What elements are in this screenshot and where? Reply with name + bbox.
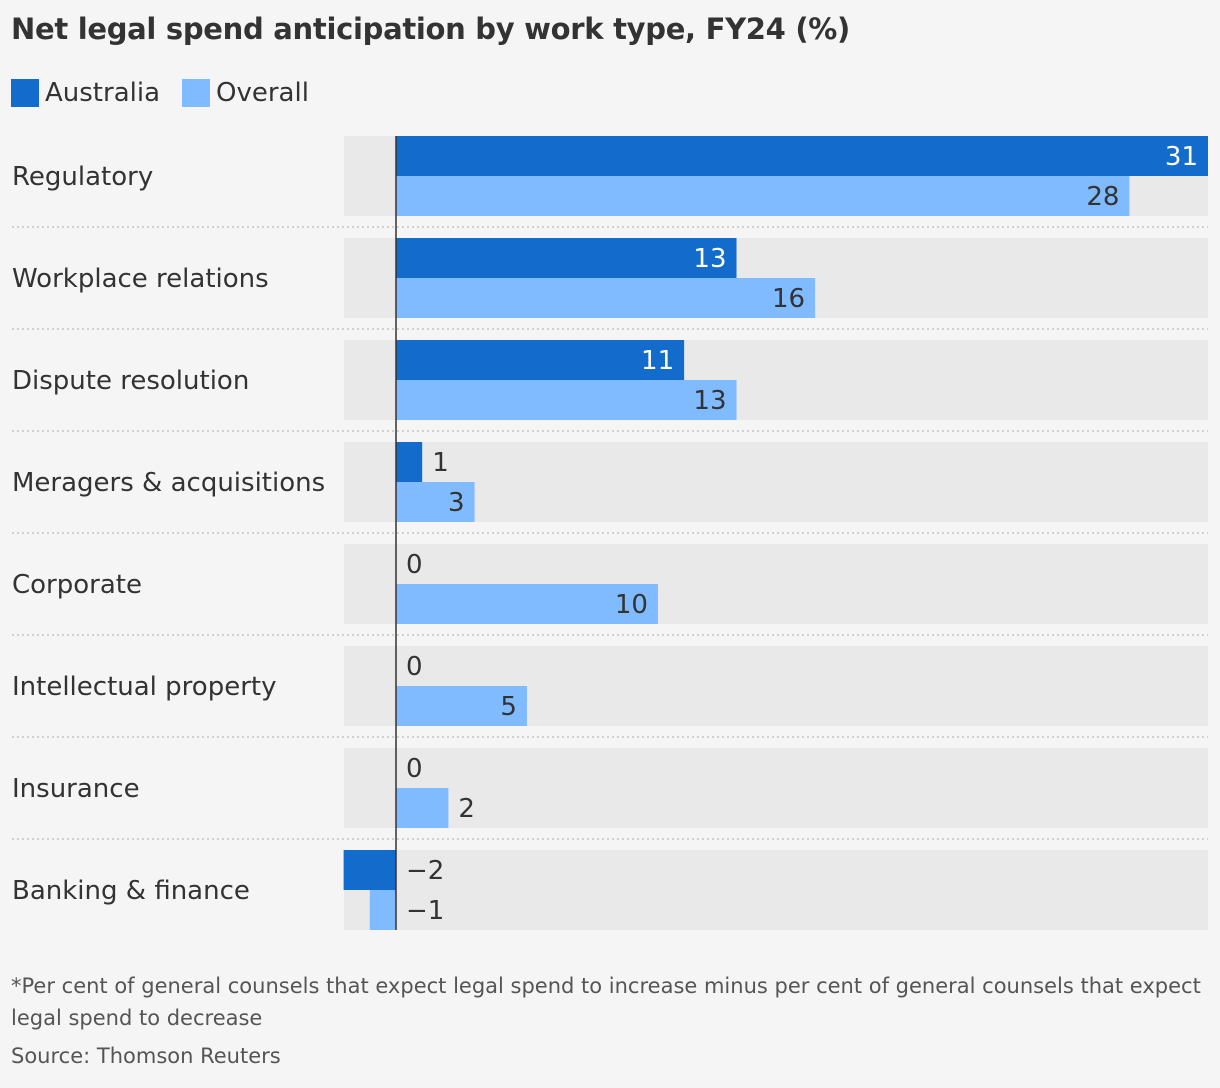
category-label-insurance: Insurance [12,774,140,804]
value-label-overall-workplace-relations: 16 [772,284,805,314]
row-background-banking-finance [344,850,1208,930]
value-label-overall-corporate: 10 [615,590,648,620]
value-label-australia-banking-finance: −2 [406,856,444,886]
legend-swatch-australia [11,79,39,107]
footnote: *Per cent of general counsels that expec… [11,974,1201,1030]
row-background-insurance [344,748,1208,828]
legend-item-australia: Australia [11,78,160,108]
row-background-meragers-acquisitions [344,442,1208,522]
bar-australia-banking-finance [343,850,396,890]
bar-overall-intellectual-property [396,686,527,726]
value-label-overall-regulatory: 28 [1086,182,1119,212]
value-label-overall-banking-finance: −1 [406,896,444,926]
bar-overall-workplace-relations [396,278,816,318]
value-label-australia-insurance: 0 [406,754,423,784]
category-label-dispute-resolution: Dispute resolution [12,366,249,396]
category-label-meragers-acquisitions: Meragers & acquisitions [12,468,325,498]
bar-overall-banking-finance [369,890,396,930]
bar-overall-meragers-acquisitions [396,482,475,522]
legend-label-australia: Australia [45,78,161,108]
category-label-intellectual-property: Intellectual property [12,672,276,702]
bar-australia-meragers-acquisitions [396,442,423,482]
value-label-australia-workplace-relations: 13 [693,244,726,274]
value-label-australia-dispute-resolution: 11 [641,346,674,376]
bar-overall-insurance [396,788,449,828]
value-label-overall-meragers-acquisitions: 3 [448,488,465,518]
bar-overall-dispute-resolution [396,380,737,420]
chart-title: Net legal spend anticipation by work typ… [11,12,850,46]
legend: Australia Overall [11,76,331,110]
bar-overall-regulatory [396,176,1130,216]
source-note: Source: Thomson Reuters [11,1044,281,1068]
bar-australia-regulatory [396,136,1208,176]
bar-australia-dispute-resolution [396,340,685,380]
value-label-overall-insurance: 2 [458,794,475,824]
value-label-australia-regulatory: 31 [1165,142,1198,172]
chart-area: Regulatory 31 28 Workplace relations 13 16 Dis… [0,120,1220,950]
category-label-banking-finance: Banking & finance [12,876,250,906]
value-label-overall-dispute-resolution: 13 [693,386,726,416]
bar-australia-workplace-relations [396,238,737,278]
category-label-workplace-relations: Workplace relations [12,264,269,294]
bar-overall-corporate [396,584,658,624]
category-label-regulatory: Regulatory [12,162,153,192]
value-label-australia-meragers-acquisitions: 1 [432,448,449,478]
legend-item-overall: Overall [182,78,309,108]
value-label-overall-intellectual-property: 5 [500,692,517,722]
category-label-corporate: Corporate [12,570,142,600]
value-label-australia-intellectual-property: 0 [406,652,423,682]
legend-label-overall: Overall [216,78,309,108]
legend-swatch-overall [182,79,211,107]
value-label-australia-corporate: 0 [406,550,423,580]
